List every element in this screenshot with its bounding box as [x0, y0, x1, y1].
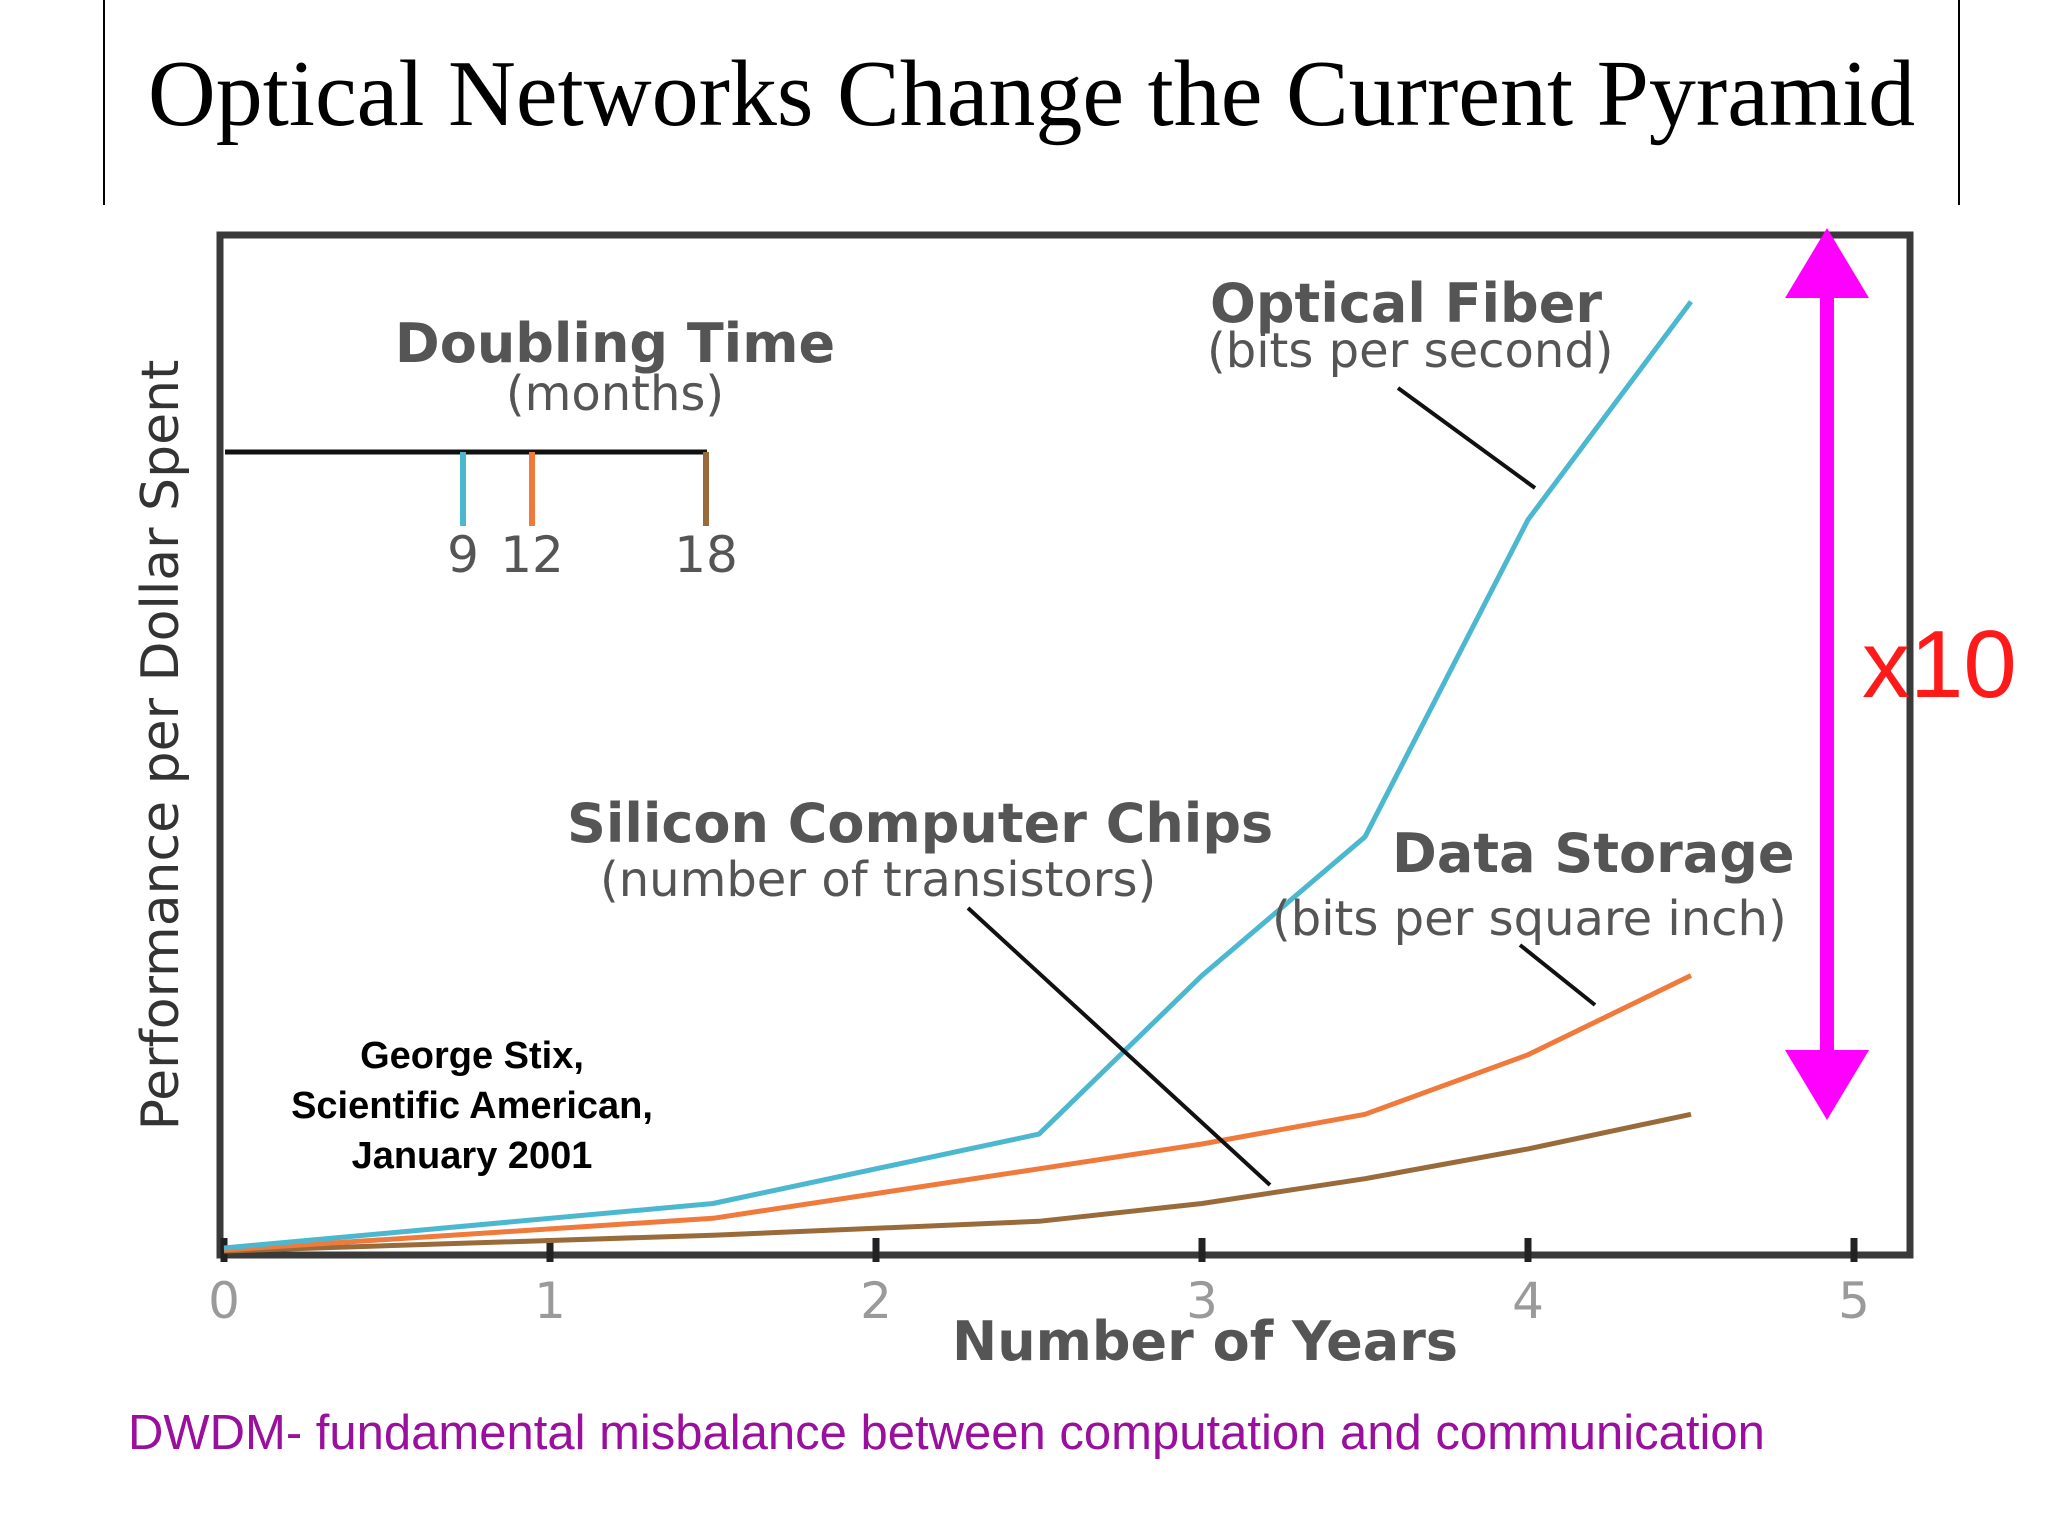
arrow-head-down	[1785, 1050, 1869, 1120]
x-axis-label: Number of Years	[952, 1310, 1458, 1373]
source-line-3: January 2001	[352, 1135, 593, 1177]
annotation-optical-fiber-subtitle: (bits per second)	[1207, 323, 1614, 379]
legend-label-12: 12	[500, 526, 564, 584]
source-citation: George Stix, Scientific American, Januar…	[291, 1035, 653, 1177]
annotation-data-storage-leader	[1518, 943, 1597, 1007]
x-ticks: 0 1 2 3 4 5	[208, 1238, 1870, 1330]
annotation-data-storage-title: Data Storage	[1392, 822, 1794, 885]
annotation-optical-fiber-title: Optical Fiber	[1210, 272, 1602, 335]
title-box: Optical Networks Change the Current Pyra…	[103, 0, 1960, 205]
annotation-silicon-chips-subtitle: (number of transistors)	[600, 852, 1156, 908]
series-line-data-storage	[223, 973, 1693, 1253]
annotation-optical-fiber-leader	[1396, 386, 1537, 490]
annotation-silicon-chips-title: Silicon Computer Chips	[567, 792, 1273, 855]
x-tick-label-2: 2	[860, 1272, 892, 1330]
x-tick-label-3: 3	[1186, 1272, 1218, 1330]
annotation-silicon-chips-leader	[966, 906, 1272, 1187]
x-tick-label-5: 5	[1838, 1272, 1870, 1330]
x-tick-label-0: 0	[208, 1272, 240, 1330]
source-line-1: George Stix,	[360, 1035, 584, 1077]
legend: Doubling Time (months) 9 12 18	[225, 312, 835, 584]
x-tick-label-4: 4	[1512, 1272, 1544, 1330]
series-lines	[223, 300, 1694, 1254]
plot-frame	[216, 231, 1914, 1259]
magnitude-arrow	[1785, 228, 1869, 1120]
series-line-optical-fiber	[223, 300, 1694, 1251]
annotation-optical-fiber: Optical Fiber (bits per second)	[1207, 272, 1614, 490]
annotation-data-storage-subtitle: (bits per square inch)	[1272, 891, 1787, 947]
legend-title: Doubling Time	[395, 312, 835, 375]
y-axis-label: Performance per Dollar Spent	[131, 360, 191, 1131]
source-line-2: Scientific American,	[291, 1085, 653, 1127]
legend-label-18: 18	[674, 526, 738, 584]
annotation-silicon-chips: Silicon Computer Chips (number of transi…	[567, 792, 1273, 1187]
annotation-data-storage: Data Storage (bits per square inch)	[1272, 822, 1794, 1007]
legend-subtitle: (months)	[506, 366, 724, 422]
series-line-silicon-computer-chips	[223, 1111, 1692, 1254]
legend-label-9: 9	[447, 526, 479, 584]
x-tick-label-1: 1	[534, 1272, 566, 1330]
slide-title: Optical Networks Change the Current Pyra…	[147, 42, 1916, 146]
slide-caption: DWDM- fundamental misbalance between com…	[128, 1406, 1765, 1460]
multiplier-label: x10	[1862, 611, 2017, 718]
arrow-head-up	[1785, 228, 1869, 298]
